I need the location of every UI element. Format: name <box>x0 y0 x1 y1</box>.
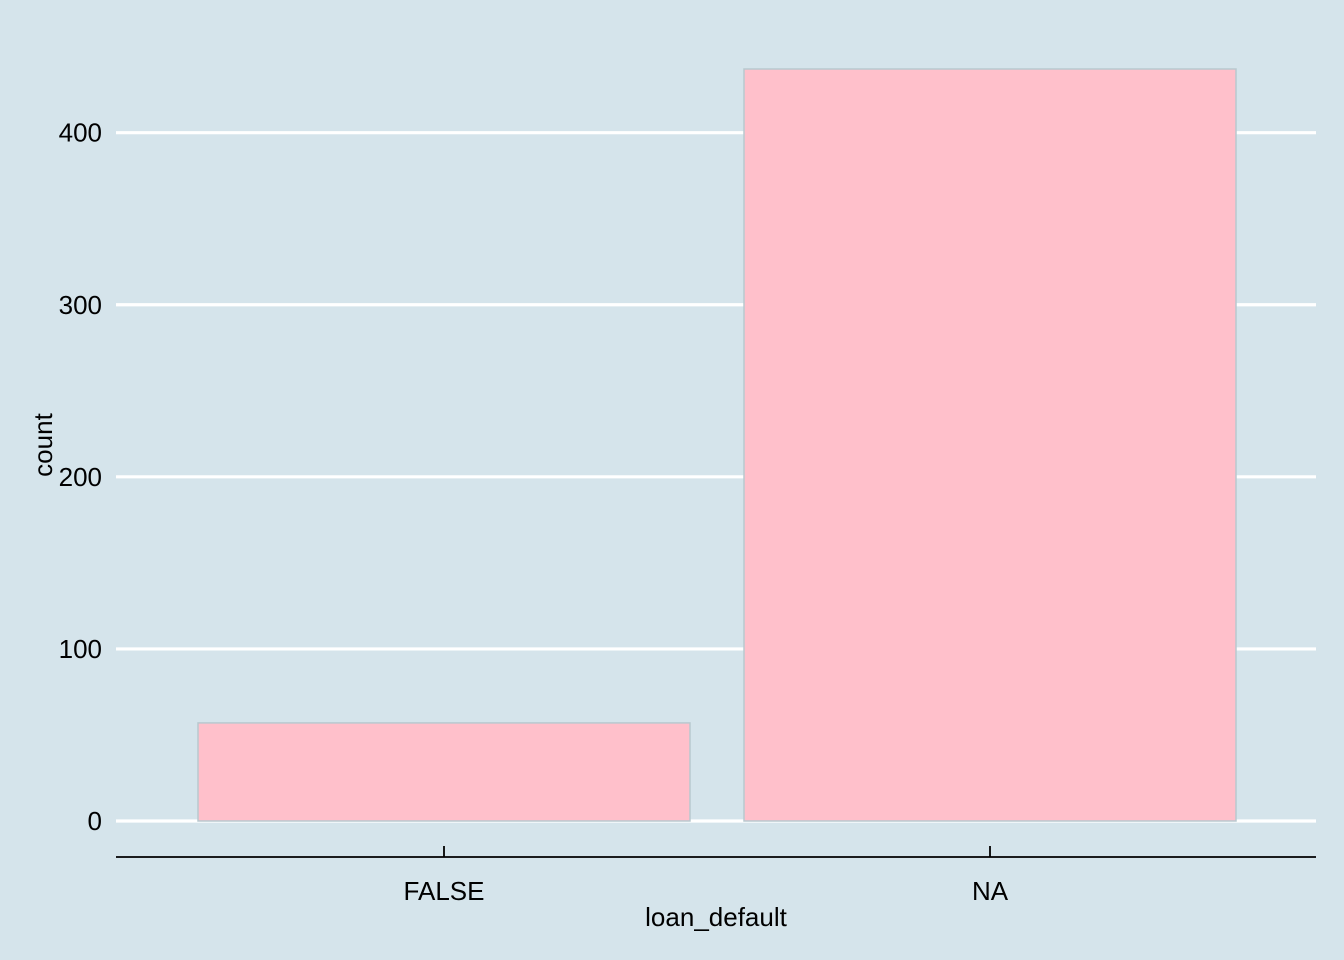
y-tick-label: 200 <box>59 462 102 492</box>
y-tick-label: 400 <box>59 118 102 148</box>
y-tick-label: 0 <box>88 806 102 836</box>
bar-false <box>197 722 691 822</box>
x-axis: FALSE NA <box>116 846 1316 906</box>
y-tick-labels: 0 100 200 300 400 <box>59 118 102 836</box>
bars <box>197 68 1237 822</box>
x-tick-label: FALSE <box>404 876 485 906</box>
y-axis-title: count <box>28 412 58 476</box>
x-tick-label: NA <box>972 876 1009 906</box>
bar-na <box>743 68 1237 822</box>
y-tick-label: 100 <box>59 634 102 664</box>
x-axis-title: loan_default <box>645 902 787 932</box>
y-tick-label: 300 <box>59 290 102 320</box>
